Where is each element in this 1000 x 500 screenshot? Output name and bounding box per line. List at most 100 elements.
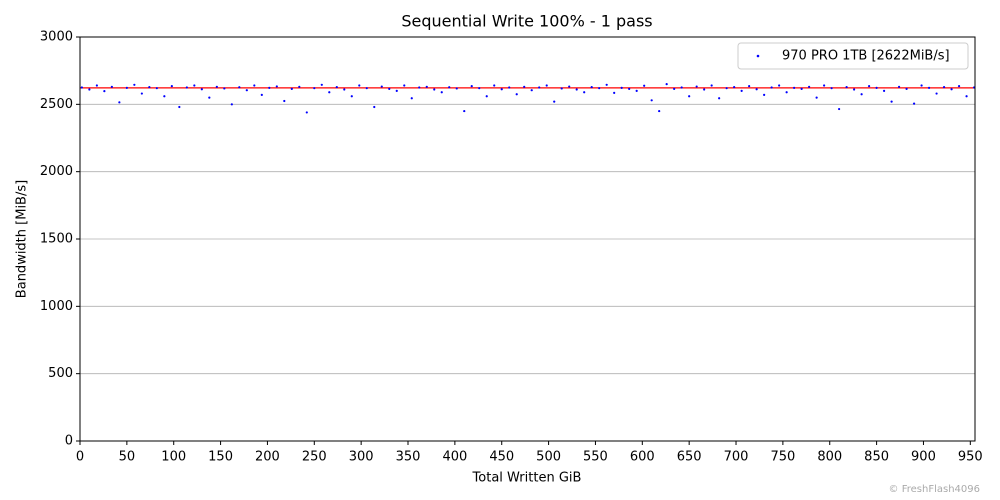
legend-label: 970 PRO 1TB [2622MiB/s] <box>782 49 950 64</box>
data-point <box>957 85 961 88</box>
data-point <box>920 84 923 87</box>
x-tick-label: 400 <box>442 450 467 465</box>
data-point <box>770 86 773 89</box>
y-tick-label: 1000 <box>40 299 73 314</box>
watermark: © FreshFlash4096 <box>889 484 980 495</box>
x-tick-label: 200 <box>255 450 280 465</box>
data-point <box>433 88 436 91</box>
data-point <box>365 87 368 90</box>
data-point <box>125 86 128 90</box>
data-point <box>912 102 916 105</box>
data-point <box>298 85 301 88</box>
x-tick-label: 700 <box>724 450 749 465</box>
x-tick-label: 850 <box>864 450 889 465</box>
data-point <box>448 86 451 89</box>
data-point <box>328 91 331 94</box>
data-point <box>830 87 833 90</box>
x-tick-label: 950 <box>958 450 983 465</box>
data-point <box>133 83 136 86</box>
data-point <box>275 85 278 88</box>
x-tick-label: 900 <box>911 450 936 465</box>
data-point <box>305 111 308 114</box>
x-tick-label: 250 <box>302 450 327 465</box>
data-point <box>740 89 743 92</box>
data-point <box>403 84 406 87</box>
data-point <box>223 87 226 90</box>
data-point <box>650 99 653 102</box>
chart-title: Sequential Write 100% - 1 pass <box>401 12 652 31</box>
legend: 970 PRO 1TB [2622MiB/s] <box>737 42 969 70</box>
data-point <box>215 85 218 88</box>
data-point <box>605 83 608 86</box>
data-point <box>103 90 106 93</box>
data-point <box>965 95 968 98</box>
data-point <box>343 88 346 91</box>
x-tick-label: 500 <box>536 450 561 465</box>
data-point <box>478 87 481 90</box>
data-point <box>335 85 338 89</box>
data-point <box>695 85 698 88</box>
data-point <box>598 87 601 90</box>
data-point <box>238 86 241 89</box>
data-point <box>613 91 616 94</box>
data-point <box>523 85 526 88</box>
data-point <box>927 86 931 90</box>
data-point <box>733 85 736 89</box>
data-point <box>388 87 391 90</box>
data-point <box>808 85 811 88</box>
data-point <box>823 84 826 87</box>
data-point <box>553 100 556 103</box>
data-point <box>380 85 383 88</box>
data-point <box>320 83 323 86</box>
data-point <box>628 87 631 90</box>
x-tick-label: 550 <box>583 450 608 465</box>
data-point <box>867 85 871 88</box>
x-tick-label: 350 <box>396 450 421 465</box>
data-point <box>410 97 413 100</box>
data-point <box>373 105 376 109</box>
data-point <box>313 87 316 90</box>
data-point <box>493 84 496 87</box>
data-point <box>710 84 713 87</box>
data-point <box>455 87 458 90</box>
data-point <box>350 95 353 98</box>
data-point <box>148 85 151 89</box>
x-tick-label: 100 <box>161 450 186 465</box>
data-point <box>110 85 113 88</box>
data-point <box>118 101 121 104</box>
data-point <box>643 84 646 87</box>
y-tick-label: 500 <box>48 366 73 381</box>
data-point <box>680 86 683 89</box>
y-tick-label: 0 <box>65 434 73 449</box>
data-point <box>170 85 173 88</box>
data-point <box>718 97 721 100</box>
data-point <box>935 92 938 95</box>
data-point <box>583 91 586 94</box>
data-point <box>440 91 443 94</box>
data-point <box>703 88 706 91</box>
data-point <box>785 91 788 94</box>
data-point <box>860 93 863 96</box>
data-point <box>882 89 886 92</box>
data-point <box>358 84 361 87</box>
data-point <box>395 89 398 92</box>
data-point <box>268 86 271 90</box>
data-point <box>530 89 533 92</box>
data-point <box>620 86 623 90</box>
data-point <box>793 86 796 90</box>
data-point <box>208 96 211 99</box>
data-point <box>253 84 256 87</box>
data-point <box>95 84 98 87</box>
data-point <box>665 83 668 86</box>
data-point <box>140 92 143 95</box>
data-point <box>418 86 421 89</box>
data-point <box>80 86 83 89</box>
data-point <box>230 103 233 106</box>
data-point <box>800 87 803 90</box>
data-point <box>590 85 593 89</box>
data-point <box>568 85 571 88</box>
y-tick-label: 1500 <box>40 232 73 247</box>
data-point <box>178 105 181 109</box>
x-tick-label: 800 <box>817 450 842 465</box>
